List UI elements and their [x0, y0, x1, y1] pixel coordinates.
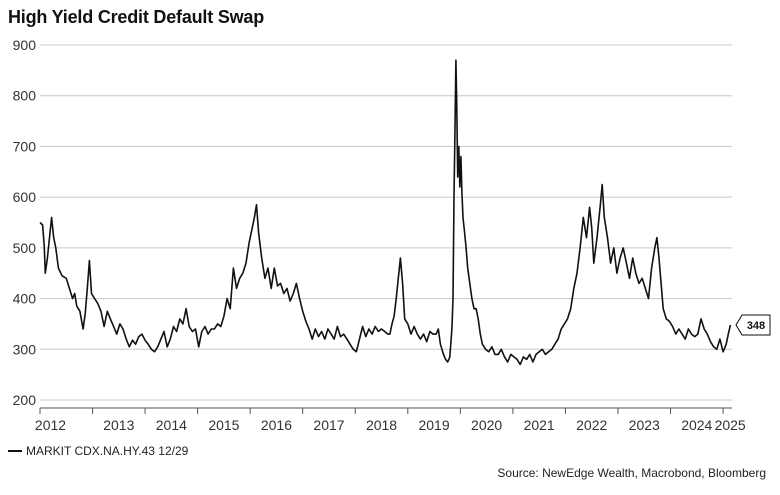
legend-line-swatch [8, 450, 22, 452]
x-tick-label-2022: 2022 [576, 417, 607, 433]
y-tick-label-800: 800 [13, 88, 37, 104]
y-tick-label-500: 500 [13, 240, 37, 256]
x-tick-label-2019: 2019 [418, 417, 449, 433]
x-tick-label-2024: 2024 [681, 417, 712, 433]
x-tick-label-2021: 2021 [524, 417, 555, 433]
x-tick-label-2025: 2025 [715, 417, 746, 433]
x-tick-label-2020: 2020 [471, 417, 502, 433]
legend-label: MARKIT CDX.NA.HY.43 12/29 [26, 444, 189, 458]
x-tick-label-2015: 2015 [208, 417, 239, 433]
x-tick-label-2013: 2013 [103, 417, 134, 433]
x-axis: 2012 2013 2014 2015 2016 2017 2018 2019 2020 2021… [35, 407, 746, 433]
x-tick-label-2018: 2018 [366, 417, 397, 433]
x-tick-label-2012: 2012 [35, 417, 66, 433]
source-note: Source: NewEdge Wealth, Macrobond, Bloom… [497, 466, 766, 480]
x-tick-label-2023: 2023 [629, 417, 660, 433]
y-tick-label-200: 200 [13, 392, 37, 408]
y-tick-label-700: 700 [13, 138, 37, 154]
y-tick-label-400: 400 [13, 291, 37, 307]
x-tick-label-2014: 2014 [156, 417, 187, 433]
legend: MARKIT CDX.NA.HY.43 12/29 [8, 444, 188, 458]
series-line-hy-cdx [39, 59, 732, 366]
y-tick-label-900: 900 [13, 37, 37, 53]
last-value-text: 348 [747, 320, 765, 332]
chart-title: High Yield Credit Default Swap [8, 7, 265, 27]
x-tick-label-2016: 2016 [261, 417, 292, 433]
y-tick-label-600: 600 [13, 189, 37, 205]
last-value-label: 348 [735, 314, 771, 336]
last-value-box [735, 314, 771, 336]
x-tick-label-2017: 2017 [313, 417, 344, 433]
y-axis: 200 300 400 500 600 700 800 900 [13, 37, 37, 408]
y-tick-label-300: 300 [13, 341, 37, 357]
gridlines [40, 44, 732, 401]
